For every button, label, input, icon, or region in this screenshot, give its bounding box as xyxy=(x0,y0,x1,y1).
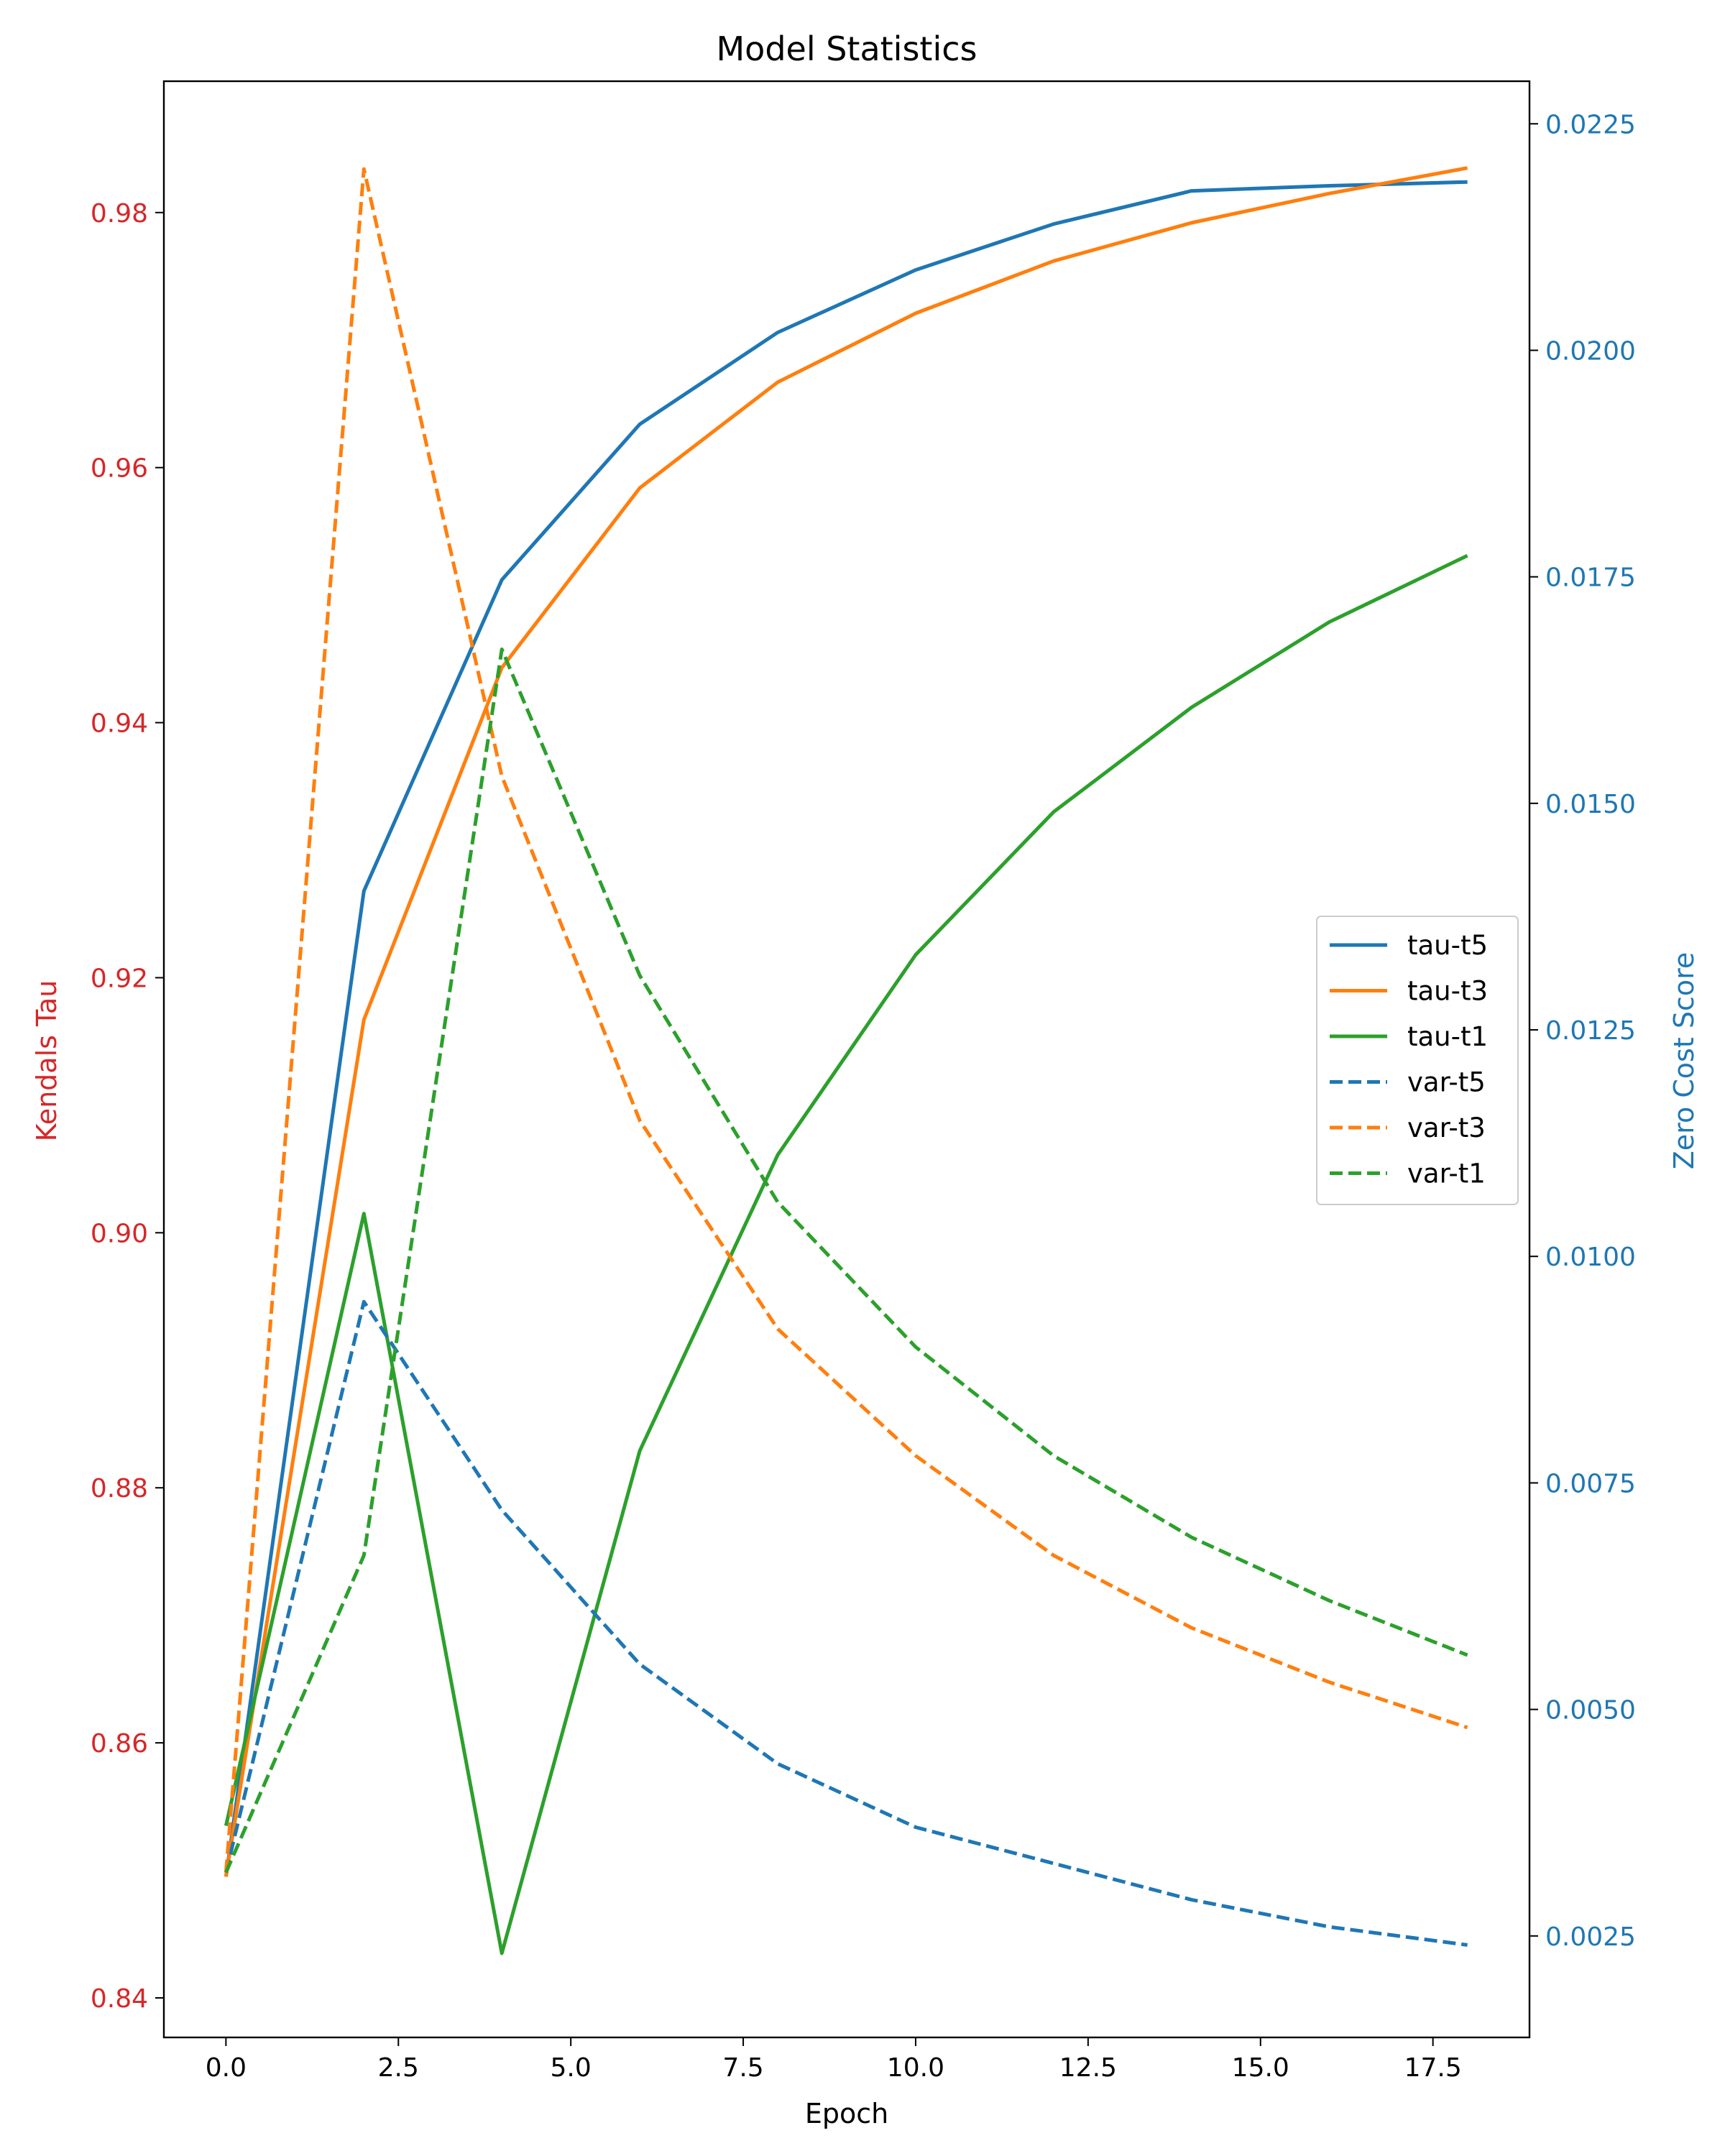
y-left-tick-label: 0.94 xyxy=(91,709,148,739)
y-left-tick-label: 0.90 xyxy=(91,1219,148,1248)
x-tick-label: 0.0 xyxy=(206,2053,247,2083)
y-left-tick-label: 0.88 xyxy=(91,1474,148,1503)
series-line-tau-t1 xyxy=(224,553,1468,1955)
legend-label: var-t5 xyxy=(1407,1067,1486,1098)
x-tick-label: 15.0 xyxy=(1232,2053,1289,2083)
legend-label: var-t1 xyxy=(1407,1158,1486,1189)
y-right-tick-label: 0.0100 xyxy=(1545,1243,1636,1272)
x-tick-label: 7.5 xyxy=(722,2053,763,2083)
legend: tau-t5 tau-t3 tau-t1 var-t5 var-t3 var-t1 xyxy=(1316,916,1519,1205)
legend-label: tau-t1 xyxy=(1407,1021,1488,1052)
x-tick-label: 12.5 xyxy=(1059,2053,1117,2083)
x-axis-label: Epoch xyxy=(805,2098,888,2129)
legend-box xyxy=(1316,916,1519,1205)
y-right-tick-label: 0.0025 xyxy=(1545,1922,1636,1952)
y-right-tick-label: 0.0075 xyxy=(1545,1469,1636,1498)
chart-title: Model Statistics xyxy=(716,29,977,68)
y-left-tick-label: 0.84 xyxy=(91,1984,148,2014)
y-axis-left-label: Kendals Tau xyxy=(31,980,63,1142)
y-right-tick-label: 0.0200 xyxy=(1545,336,1636,366)
series-layer xyxy=(224,166,1468,1955)
series-line-var-t1 xyxy=(224,648,1468,1874)
y-right-tick-label: 0.0225 xyxy=(1545,110,1636,139)
y-right-tick-label: 0.0125 xyxy=(1545,1016,1636,1046)
legend-label: tau-t3 xyxy=(1407,976,1488,1007)
legend-label: tau-t5 xyxy=(1407,930,1488,961)
y-right-tick-label: 0.0175 xyxy=(1545,563,1636,593)
series-line-var-t3 xyxy=(224,167,1468,1873)
y-left-tick-label: 0.96 xyxy=(91,454,148,484)
plot-area xyxy=(162,80,1531,2039)
y-left-tick-label: 0.92 xyxy=(91,964,148,993)
y-left-tick-label: 0.98 xyxy=(91,199,148,229)
y-axis-right-label: Zero Cost Score xyxy=(1668,952,1700,1170)
x-tick-label: 5.0 xyxy=(551,2053,592,2083)
legend-label: var-t3 xyxy=(1407,1112,1486,1143)
series-line-tau-t5 xyxy=(224,180,1468,1877)
x-tick-label: 17.5 xyxy=(1404,2053,1462,2083)
y-right-tick-label: 0.0150 xyxy=(1545,790,1636,819)
x-tick-label: 10.0 xyxy=(887,2053,944,2083)
y-right-tick-label: 0.0050 xyxy=(1545,1696,1636,1726)
x-axis: 0.0 2.5 5.0 7.5 10.0 12.5 15.0 17.5 xyxy=(206,2037,1462,2083)
y-axis-right: 0.0025 0.0050 0.0075 0.0100 0.0125 0.0150 0.01… xyxy=(1530,110,1636,1952)
plot-frame xyxy=(162,80,1531,2039)
series-line-tau-t3 xyxy=(224,166,1468,1877)
y-left-tick-label: 0.86 xyxy=(91,1729,148,1759)
x-tick-label: 2.5 xyxy=(378,2053,419,2083)
series-line-var-t5 xyxy=(224,1299,1468,1947)
y-axis-left: 0.84 0.86 0.88 0.90 0.92 0.94 0.96 0.98 xyxy=(91,199,164,2014)
